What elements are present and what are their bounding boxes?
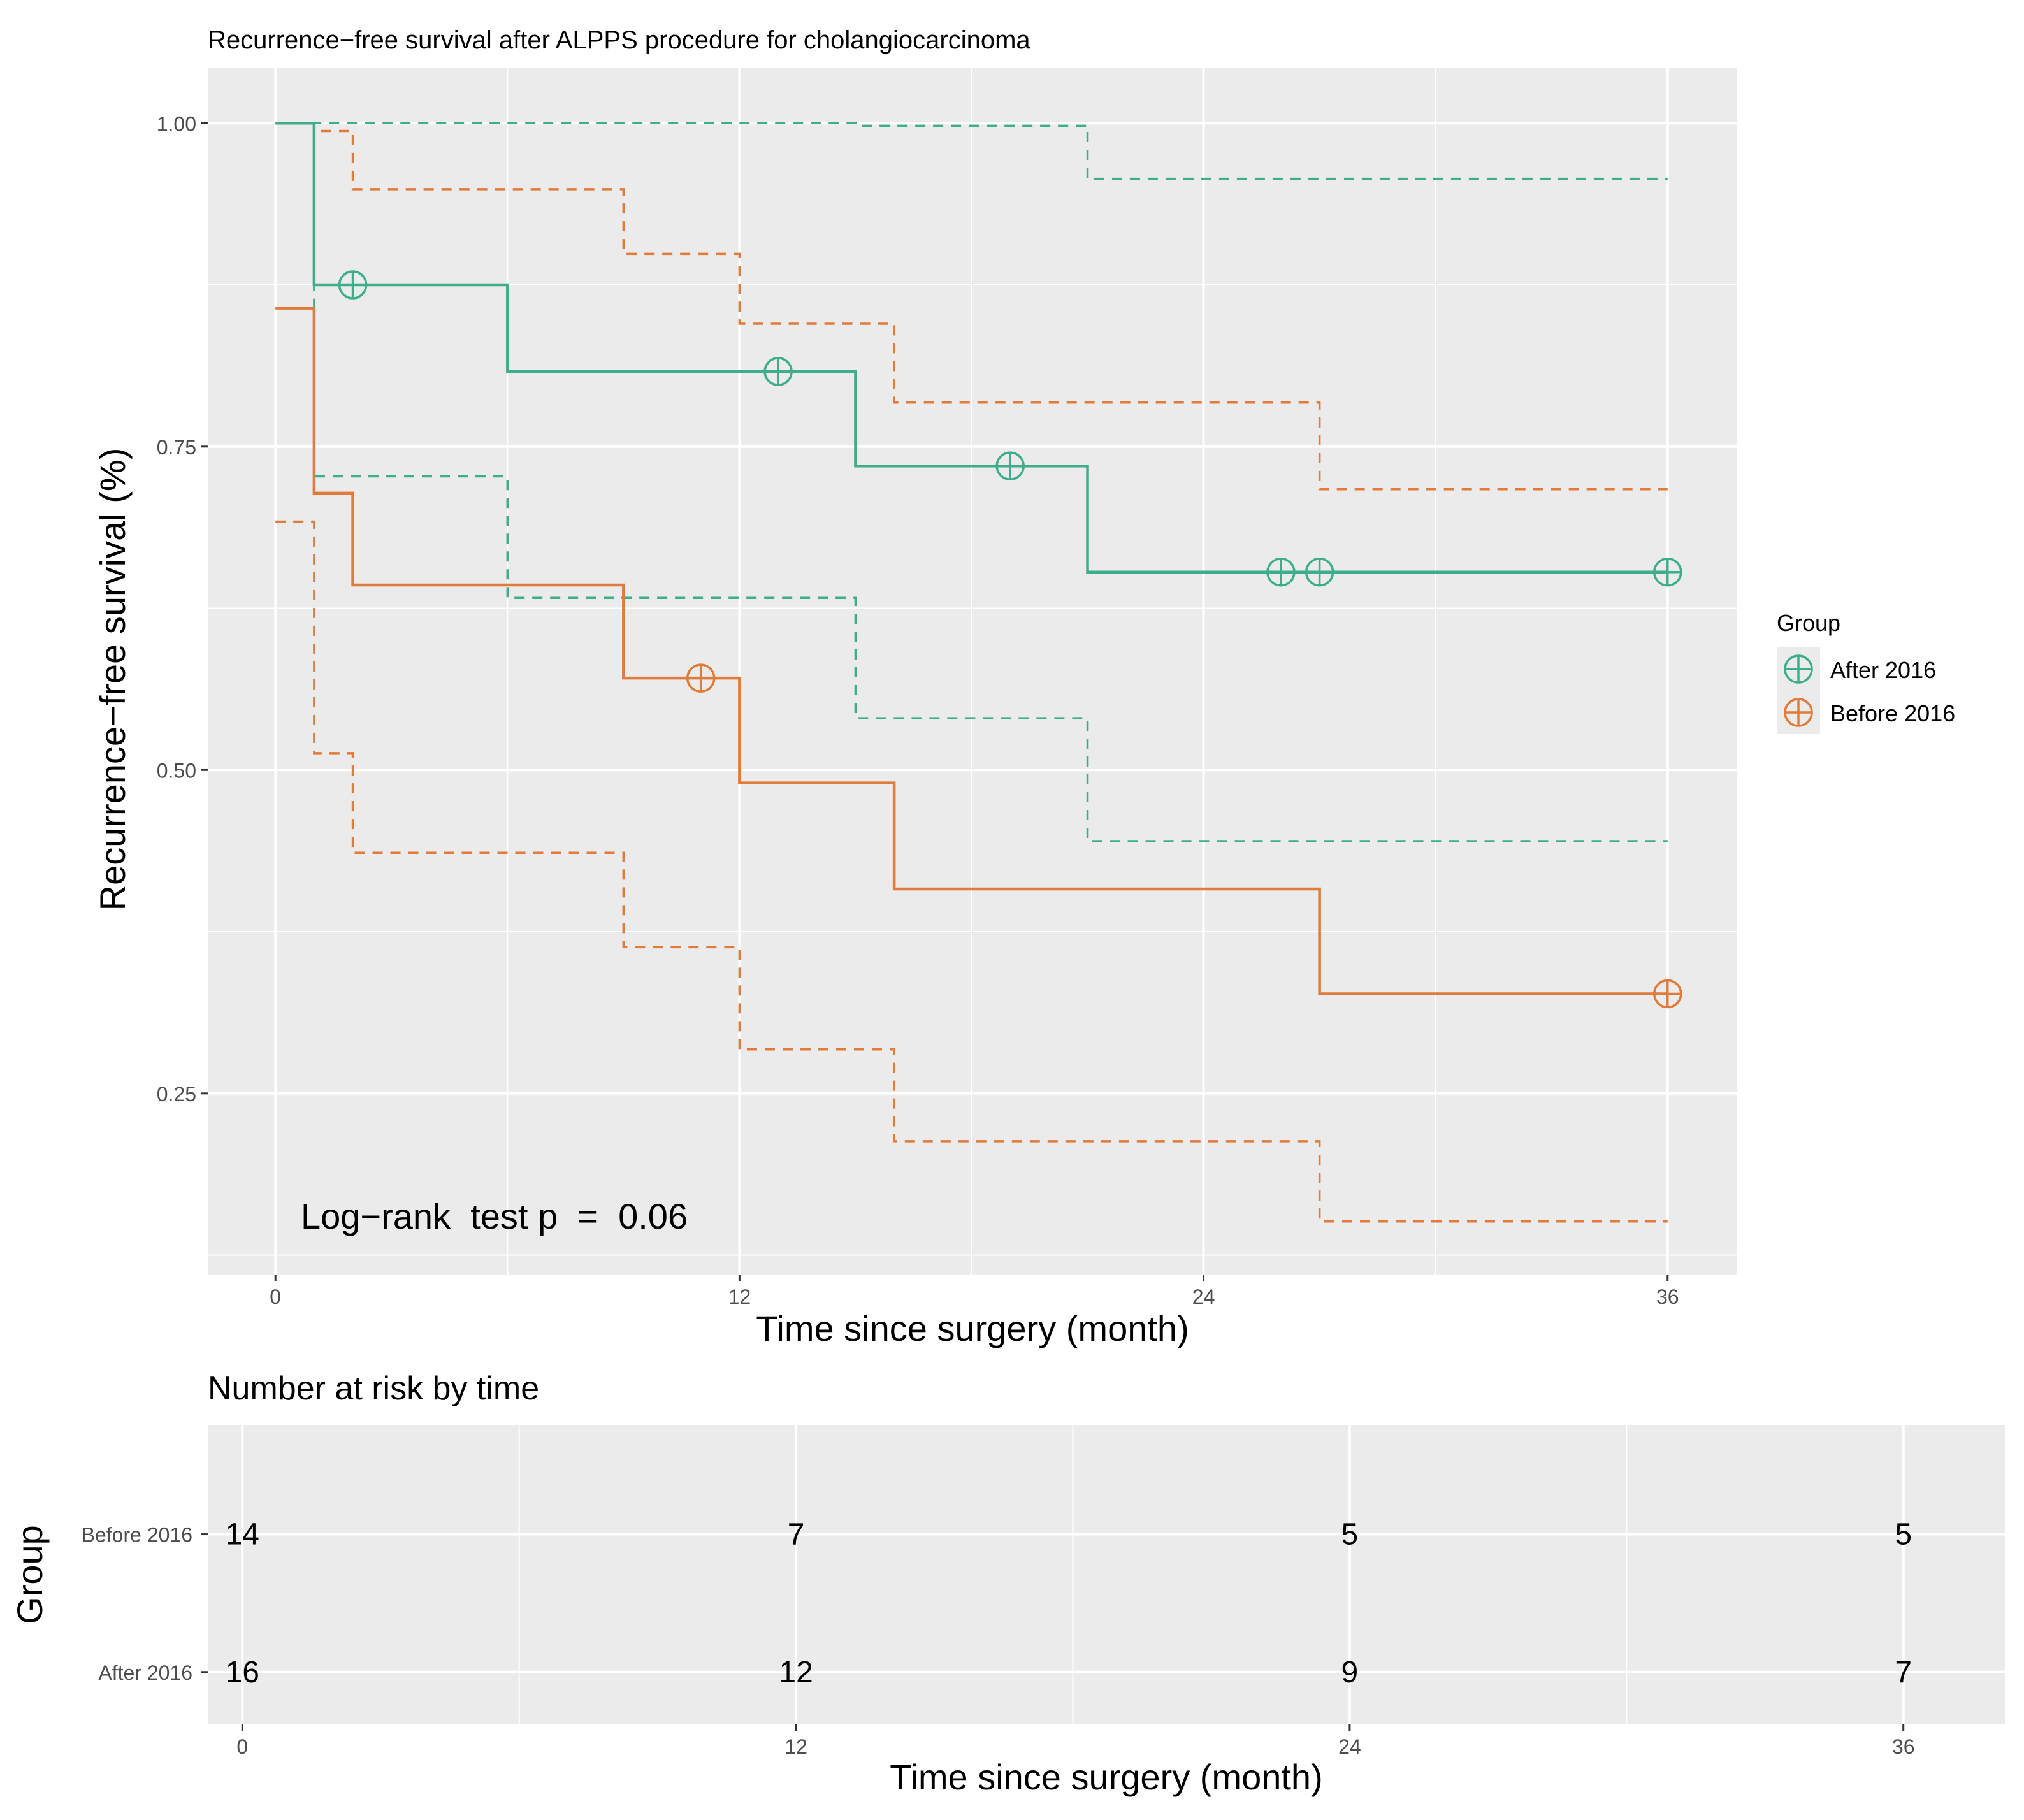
- risk-cell-after-2016: 9: [1341, 1656, 1359, 1689]
- km-x-axis: 0 12 24 36: [270, 1275, 1679, 1308]
- km-x-tick-label: 0: [270, 1285, 281, 1308]
- km-x-tick-label: 12: [728, 1285, 751, 1308]
- km-censor-marks: [338, 270, 1682, 1009]
- ci-lower-before-2016: [275, 520, 1668, 1223]
- risk-cell-before-2016: 5: [1895, 1518, 1912, 1552]
- censor-mark-after-2016: [995, 451, 1025, 480]
- km-y-tick-label: 0.50: [157, 759, 196, 782]
- ci-lower-after-2016: [275, 122, 1668, 842]
- risk-cell-after-2016: 16: [226, 1656, 259, 1689]
- risk-x-tick-label: 36: [1892, 1735, 1915, 1758]
- km-x-tick-label: 36: [1656, 1285, 1679, 1308]
- legend-label-before-2016: Before 2016: [1830, 700, 1955, 726]
- risk-x-tick-label: 12: [784, 1735, 807, 1758]
- risk-table-x-axis-title: Time since surgery (month): [890, 1757, 1322, 1797]
- legend-marker-after-2016: [1784, 654, 1813, 684]
- censor-mark-after-2016: [338, 270, 368, 300]
- survival-curve-before-2016: [275, 307, 1668, 995]
- risk-x-tick-label: 24: [1338, 1735, 1361, 1758]
- survival-curve-after-2016: [275, 122, 1668, 574]
- ci-upper-before-2016: [275, 122, 1668, 491]
- legend-title: Group: [1777, 610, 1840, 636]
- censor-mark-after-2016: [1653, 557, 1682, 587]
- risk-cell-before-2016: 5: [1341, 1518, 1359, 1552]
- risk-table-grid: [208, 1425, 2005, 1724]
- censor-mark-after-2016: [763, 357, 793, 386]
- km-x-tick-label: 24: [1192, 1285, 1215, 1308]
- censor-mark-after-2016: [1305, 557, 1334, 587]
- risk-cell-after-2016: 12: [779, 1656, 813, 1689]
- ci-upper-after-2016: [275, 122, 1668, 180]
- risk-table-title: Number at risk by time: [208, 1370, 539, 1407]
- risk-row-label: Before 2016: [82, 1524, 192, 1547]
- km-title: Recurrence−free survival after ALPPS pro…: [208, 26, 1030, 54]
- risk-row-label: After 2016: [98, 1661, 192, 1684]
- risk-cell-before-2016: 14: [226, 1518, 259, 1552]
- risk-cell-before-2016: 7: [788, 1518, 805, 1552]
- censor-mark-before-2016: [686, 663, 716, 693]
- risk-x-tick-label: 0: [236, 1735, 248, 1758]
- risk-table-panel: [208, 1425, 2005, 1724]
- km-y-tick-label: 0.25: [157, 1083, 196, 1106]
- risk-cell-after-2016: 7: [1895, 1656, 1912, 1689]
- legend-marker-before-2016: [1784, 698, 1813, 727]
- legend-label-after-2016: After 2016: [1830, 657, 1936, 683]
- censor-mark-after-2016: [1266, 557, 1296, 587]
- km-x-axis-title: Time since surgery (month): [756, 1308, 1189, 1348]
- km-y-tick-label: 0.75: [157, 436, 196, 459]
- legend: Group After 2016 Before 2016: [1777, 610, 1955, 734]
- km-annotation: Log−rank test p = 0.06: [301, 1196, 688, 1236]
- km-y-tick-label: 1.00: [157, 112, 196, 135]
- km-panel: [208, 68, 1737, 1275]
- risk-table-x-axis: 0 12 24 36: [236, 1724, 1915, 1758]
- risk-table-y-axis-title: Group: [10, 1525, 50, 1624]
- km-y-axis: 0.25 0.50 0.75 1.00: [157, 112, 208, 1106]
- censor-mark-before-2016: [1653, 979, 1682, 1009]
- km-curves: [275, 122, 1668, 995]
- km-y-axis-title: Recurrence−free survival (%): [92, 448, 133, 911]
- risk-table-y-axis: Before 2016 After 2016: [82, 1524, 208, 1684]
- km-ci-bands: [275, 122, 1668, 1223]
- risk-table-cells: 14 7 5 5 16 12 9 7: [226, 1518, 1912, 1689]
